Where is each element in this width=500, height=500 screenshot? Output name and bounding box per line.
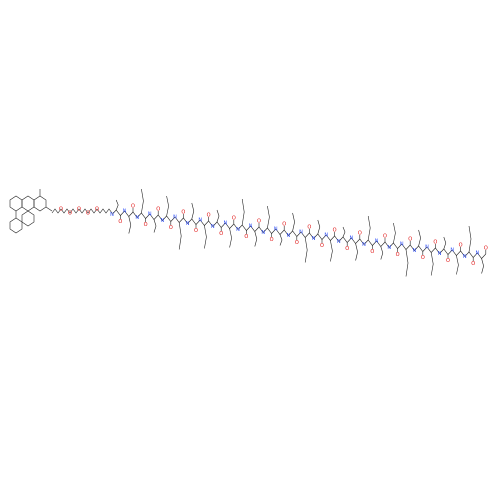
side-chain	[166, 195, 169, 217]
side-chain	[317, 219, 321, 235]
side-chain	[153, 219, 157, 233]
side-chain	[178, 222, 182, 250]
atom-label: O	[86, 211, 90, 217]
atom-label: N	[324, 233, 328, 239]
atom-label: N	[198, 218, 202, 224]
atom-label: N	[387, 245, 391, 251]
atom-label: N	[400, 242, 404, 248]
atom-label: N	[274, 227, 278, 233]
atom-label: O	[282, 222, 286, 228]
side-chain	[279, 234, 283, 246]
side-chain	[481, 258, 484, 274]
backbone-bond	[111, 209, 487, 259]
side-chain	[443, 236, 447, 250]
side-chain	[216, 209, 220, 223]
atom-label: N	[161, 218, 165, 224]
atom-label: N	[438, 251, 442, 257]
atom-label: O	[433, 240, 437, 246]
atom-label: O	[396, 252, 400, 258]
side-chain	[141, 188, 144, 214]
atom-label: O	[194, 228, 198, 234]
atom-label: N	[450, 248, 454, 254]
atom-label: N	[425, 245, 429, 251]
atom-label: N	[375, 239, 379, 245]
atom-label: O	[131, 204, 135, 210]
atom-label: N	[350, 236, 354, 242]
atom-label: N	[476, 251, 480, 257]
atom-label: O	[232, 216, 236, 222]
side-chain	[304, 237, 308, 263]
atom-label: O	[181, 210, 185, 216]
side-chain	[241, 198, 245, 226]
side-chain	[229, 228, 232, 248]
atom-label: N	[337, 239, 341, 245]
atom-label: O	[156, 207, 160, 213]
atom-label: O	[320, 243, 324, 249]
atom-label: O	[95, 207, 99, 213]
atom-label: O	[244, 234, 248, 240]
side-chain	[191, 202, 195, 220]
atom-label: N	[224, 221, 228, 227]
atom-label: N	[236, 227, 240, 233]
atom-label: N	[287, 233, 291, 239]
atom-label: O	[307, 225, 311, 231]
side-chain	[267, 205, 270, 229]
atom-label: O	[219, 231, 223, 237]
atom-label: O	[446, 258, 450, 264]
atom-label: O	[358, 231, 362, 237]
atom-label: O	[459, 243, 463, 249]
side-chain	[342, 226, 346, 238]
ring-system	[9, 189, 53, 234]
side-chain	[128, 216, 132, 234]
side-chain	[330, 240, 333, 262]
atom-label: N	[135, 215, 139, 221]
atom-label: O	[169, 225, 173, 231]
atom-label: N	[173, 215, 177, 221]
atom-label: O	[257, 219, 261, 225]
atom-label: N	[299, 230, 303, 236]
atom-label: N	[110, 212, 114, 218]
side-chain	[355, 243, 358, 261]
atom-label: O	[207, 213, 211, 219]
atom-label: N	[148, 212, 152, 218]
atom-label: O	[68, 211, 72, 217]
atom-label: O	[77, 207, 81, 213]
side-chain	[254, 231, 258, 247]
side-chain	[204, 225, 207, 249]
atom-label: N	[186, 221, 190, 227]
atom-label: O	[471, 261, 475, 267]
side-chain	[430, 252, 434, 276]
atom-label: O	[484, 246, 488, 252]
side-chain	[367, 215, 371, 241]
atom-label: O	[295, 240, 299, 246]
linker-bond	[51, 208, 113, 214]
atom-label: O	[370, 249, 374, 255]
side-chain	[405, 249, 409, 277]
atom-label: N	[463, 254, 467, 260]
atom-label: O	[333, 228, 337, 234]
side-chain	[115, 199, 119, 211]
atom-label: O	[118, 219, 122, 225]
side-chain	[380, 246, 384, 260]
atom-label: O	[270, 237, 274, 243]
atom-label: N	[261, 230, 265, 236]
atom-label: O	[408, 237, 412, 243]
atom-label: N	[123, 209, 127, 215]
atom-label: O	[345, 246, 349, 252]
atom-label: N	[362, 242, 366, 248]
atom-label: O	[383, 234, 387, 240]
atom-label: O	[59, 207, 63, 213]
side-chain	[418, 229, 421, 247]
side-chain	[393, 222, 396, 244]
atom-label: N	[211, 224, 215, 230]
atom-label: N	[413, 248, 417, 254]
side-chain	[456, 255, 459, 275]
atom-label: N	[249, 224, 253, 230]
atom-label: N	[312, 236, 316, 242]
side-chain	[292, 212, 295, 232]
side-chain	[468, 225, 472, 253]
atom-label: O	[144, 222, 148, 228]
atom-label: O	[421, 255, 425, 261]
